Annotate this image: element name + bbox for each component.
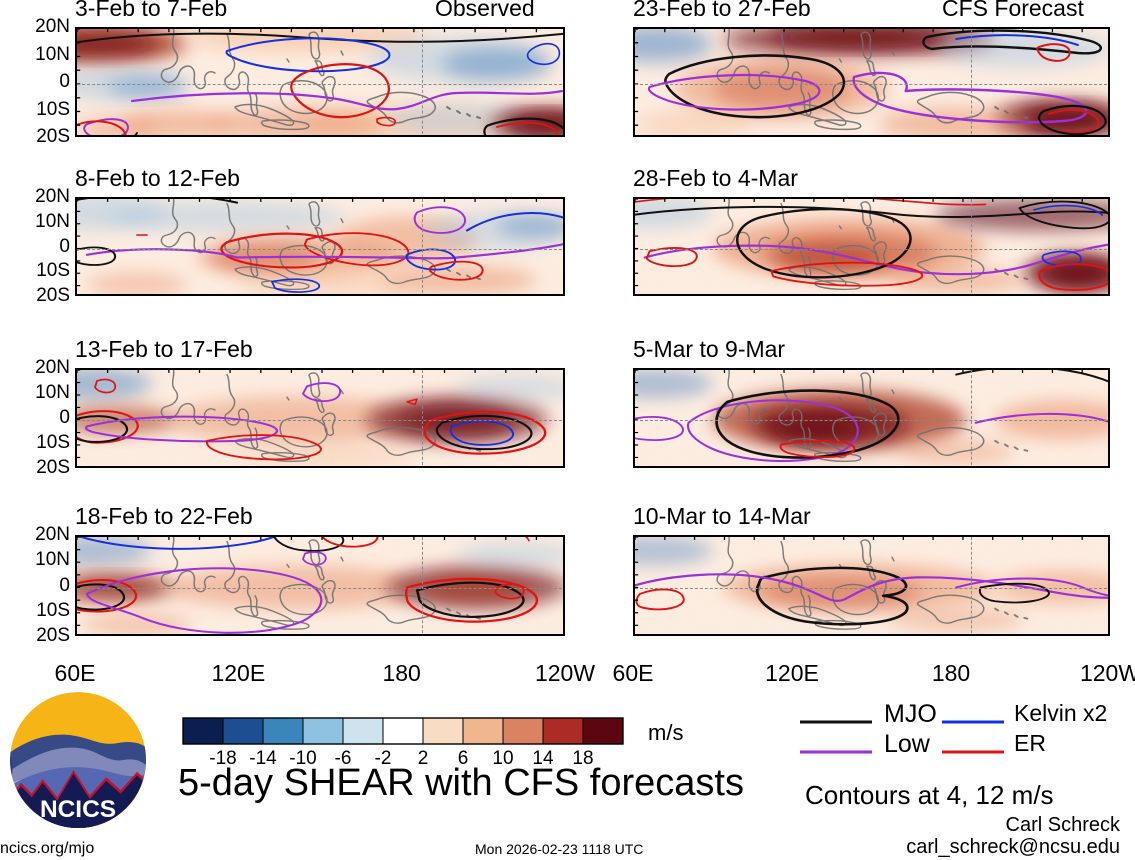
svg-text:NCICS: NCICS xyxy=(40,796,116,823)
